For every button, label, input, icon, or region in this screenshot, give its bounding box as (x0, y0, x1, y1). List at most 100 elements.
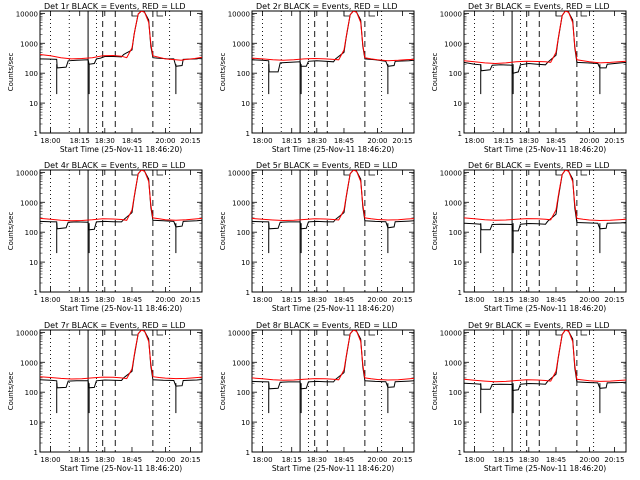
lld-series-line (464, 330, 626, 383)
x-tick-label: 20:15 (604, 137, 624, 145)
y-tick-label: 10000 (228, 329, 250, 337)
lld-series-line (464, 170, 626, 222)
panel-title: Det 1r BLACK = Events, RED = LLD (44, 2, 186, 11)
panel: Det 2r BLACK = Events, RED = LLD 1 10 100 10… (219, 2, 415, 154)
x-tick-label: 18:15 (282, 456, 302, 464)
plot-frame (463, 169, 627, 293)
x-tick-label: 20:00 (367, 137, 387, 145)
x-tick-label: 20:00 (155, 137, 175, 145)
lld-series-line (252, 11, 414, 62)
x-tick-label: 18:30 (307, 296, 327, 304)
marker-bracket (343, 330, 350, 336)
y-tick-label: 1 (458, 289, 462, 297)
x-tick-label: 20:00 (579, 137, 599, 145)
panel-title: Det 5r BLACK = Events, RED = LLD (256, 161, 398, 170)
panel-title: Det 3r BLACK = Events, RED = LLD (468, 2, 610, 11)
x-tick-label: 18:15 (70, 456, 90, 464)
x-axis-label: Start Time (25-Nov-11 18:46:20) (60, 304, 182, 313)
y-tick-label: 1 (246, 130, 250, 138)
plot-frame (39, 329, 203, 453)
lld-series-line (40, 11, 202, 61)
plot-frame (251, 169, 415, 293)
y-axis-label: Counts/sec (219, 53, 227, 92)
y-axis-label: Counts/sec (219, 372, 227, 411)
y-tick-label: 10000 (228, 10, 250, 18)
y-tick-label: 1 (458, 449, 462, 457)
y-tick-label: 100 (25, 389, 38, 397)
x-tick-label: 18:45 (546, 296, 566, 304)
x-axis-label: Start Time (25-Nov-11 18:46:20) (484, 464, 606, 473)
marker-bracket (580, 11, 588, 17)
marker-bracket (343, 170, 350, 176)
y-axis-label: Counts/sec (7, 53, 15, 92)
x-tick-label: 20:15 (180, 137, 200, 145)
y-axis-label: Counts/sec (431, 212, 439, 251)
y-tick-label: 100 (237, 70, 250, 78)
x-tick-label: 18:15 (494, 137, 514, 145)
plot-frame (39, 10, 203, 134)
y-tick-label: 1000 (232, 40, 250, 48)
x-tick-label: 20:15 (604, 296, 624, 304)
x-tick-label: 20:00 (155, 296, 175, 304)
y-axis-label: Counts/sec (7, 212, 15, 251)
lld-series-line (40, 330, 202, 380)
y-axis-label: Counts/sec (431, 372, 439, 411)
lld-series-line (40, 170, 202, 222)
events-series-line (252, 11, 414, 73)
marker-bracket (343, 11, 350, 17)
x-tick-label: 18:00 (464, 456, 484, 464)
x-axis-label: Start Time (25-Nov-11 18:46:20) (272, 145, 394, 154)
x-tick-label: 18:00 (40, 456, 60, 464)
x-tick-label: 20:15 (604, 456, 624, 464)
x-axis-label: Start Time (25-Nov-11 18:46:20) (272, 464, 394, 473)
x-tick-label: 18:30 (307, 137, 327, 145)
y-tick-label: 1 (34, 289, 38, 297)
lld-series-line (252, 170, 414, 222)
panel-title: Det 2r BLACK = Events, RED = LLD (256, 2, 398, 11)
panel-title: Det 9r BLACK = Events, RED = LLD (468, 321, 610, 330)
y-tick-label: 1000 (444, 359, 462, 367)
y-tick-label: 1 (34, 130, 38, 138)
y-tick-label: 10000 (440, 169, 462, 177)
plot-frame (463, 329, 627, 453)
x-tick-label: 18:00 (40, 137, 60, 145)
y-tick-label: 10000 (440, 329, 462, 337)
x-tick-label: 20:15 (392, 456, 412, 464)
y-tick-label: 100 (449, 229, 462, 237)
y-tick-label: 1000 (232, 359, 250, 367)
x-tick-label: 18:15 (282, 296, 302, 304)
x-tick-label: 18:00 (464, 137, 484, 145)
x-tick-label: 18:15 (70, 296, 90, 304)
panel: Det 7r BLACK = Events, RED = LLD 1 10 100 10… (7, 321, 203, 473)
events-series-line (252, 170, 414, 230)
events-series-line (40, 170, 202, 231)
plot-frame (251, 329, 415, 453)
marker-bracket (131, 11, 138, 17)
panel: Det 6r BLACK = Events, RED = LLD 1 10 100 10… (431, 161, 627, 313)
y-tick-label: 1000 (20, 359, 38, 367)
x-tick-label: 18:30 (95, 296, 115, 304)
y-tick-label: 10 (29, 100, 38, 108)
x-axis-label: Start Time (25-Nov-11 18:46:20) (484, 145, 606, 154)
y-tick-label: 100 (25, 70, 38, 78)
y-tick-label: 100 (237, 229, 250, 237)
marker-bracket (156, 170, 164, 176)
x-tick-label: 18:45 (334, 296, 354, 304)
marker-bracket (131, 330, 138, 336)
events-series-line (464, 330, 626, 391)
y-tick-label: 1 (246, 289, 250, 297)
marker-bracket (555, 330, 562, 336)
y-tick-label: 10 (241, 259, 250, 267)
x-tick-label: 18:45 (546, 137, 566, 145)
y-tick-label: 10000 (16, 10, 38, 18)
x-tick-label: 18:30 (519, 456, 539, 464)
y-tick-label: 10000 (228, 169, 250, 177)
y-tick-label: 1000 (444, 40, 462, 48)
marker-bracket (555, 11, 562, 17)
x-tick-label: 18:15 (282, 137, 302, 145)
y-tick-label: 100 (449, 389, 462, 397)
y-tick-label: 10000 (16, 329, 38, 337)
x-tick-label: 18:30 (519, 137, 539, 145)
x-tick-label: 20:00 (579, 296, 599, 304)
